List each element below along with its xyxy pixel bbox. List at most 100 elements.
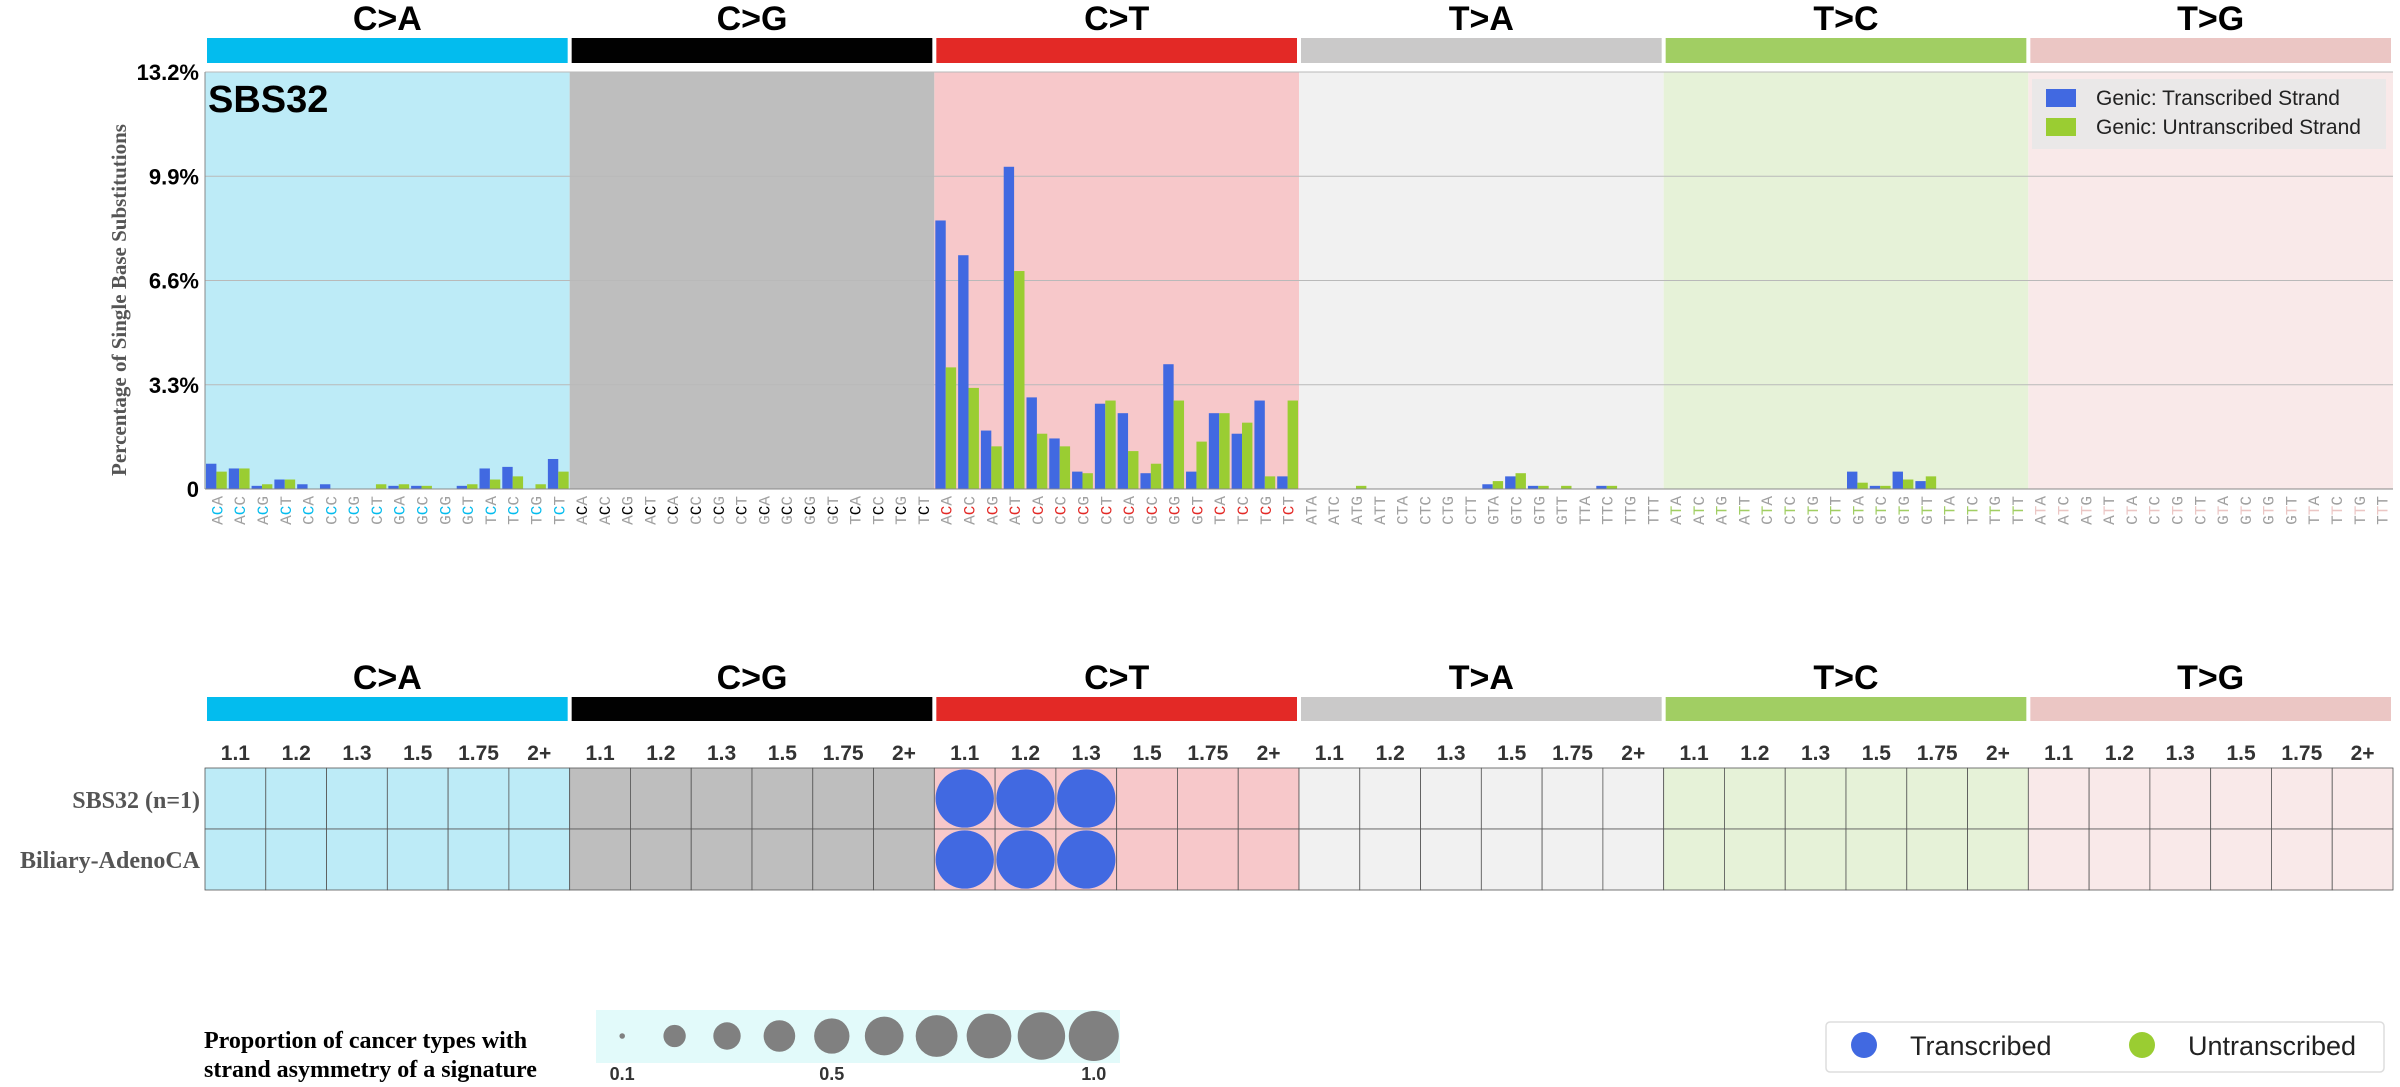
size-legend-circle-5 <box>864 1016 904 1056</box>
bar-transcribed-1 <box>228 468 240 489</box>
bar-untranscribed-13 <box>512 476 524 489</box>
bar-transcribed-37 <box>1049 438 1060 489</box>
bar-transcribed-46 <box>1254 400 1265 489</box>
context-label-33: ACC <box>962 496 980 525</box>
bar-untranscribed-40 <box>1128 451 1139 489</box>
table-cell <box>447 767 510 830</box>
context-label-60: TTA <box>1577 496 1595 525</box>
top-type-label-0: C>A <box>353 0 422 38</box>
context-label-71: CTT <box>1828 496 1846 525</box>
context-label-78: TTG <box>1987 496 2005 525</box>
table-cell <box>1480 828 1543 891</box>
top-mutation-type-headers: C>A C>G C>T T>A T>C T>G <box>207 0 2391 63</box>
row-label-biliary-adenoca: Biliary-AdenoCA <box>20 848 201 874</box>
size-legend-circle-4 <box>814 1018 850 1054</box>
table-cell <box>386 828 449 891</box>
bar-untranscribed-37 <box>1059 446 1071 489</box>
size-legend-ticks: 0.1 0.5 1.0 <box>610 1064 1107 1084</box>
fold-bin-label: 1.5 <box>403 742 433 765</box>
fold-bin-label: 1.75 <box>823 742 864 765</box>
size-legend-circle-1 <box>663 1024 686 1048</box>
context-label-10: GCG <box>437 496 455 525</box>
top-type-bar-5 <box>2030 38 2391 63</box>
bar-untranscribed-44 <box>1219 413 1230 489</box>
bar-untranscribed-3 <box>284 479 296 489</box>
context-label-48: ATA <box>1303 496 1321 525</box>
fold-bin-label: 1.75 <box>458 742 499 765</box>
bar-untranscribed-47 <box>1287 400 1298 489</box>
fold-bin-label: 2+ <box>892 742 916 765</box>
bar-untranscribed-35 <box>1014 271 1025 489</box>
bottom-type-bar-5 <box>2030 697 2391 721</box>
table-cell <box>690 828 753 891</box>
bar-transcribed-73 <box>1869 485 1881 489</box>
table-cell <box>1420 767 1482 830</box>
fold-bin-label: 1.3 <box>1801 742 1830 765</box>
context-label-77: TTC <box>1964 496 1982 525</box>
context-label-83: ATT <box>2101 496 2119 525</box>
context-label-32: ACA <box>939 496 957 525</box>
context-label-52: CTA <box>1395 496 1413 525</box>
context-label-57: GTC <box>1509 496 1527 525</box>
y-axis-ticks: 0 3.3% 6.6% 9.9% 13.2% <box>137 60 2393 502</box>
bar-untranscribed-15 <box>558 471 569 489</box>
bar-untranscribed-43 <box>1196 441 1207 489</box>
bar-transcribed-72 <box>1847 471 1858 489</box>
bar-legend-label-untranscribed: Genic: Untranscribed Strand <box>2096 116 2361 139</box>
y-gridlines <box>205 71 2393 386</box>
fold-bin-label: 1.5 <box>1497 742 1527 765</box>
size-legend-title-line2: strand asymmetry of a signature <box>204 1057 537 1083</box>
fold-bin-label: 1.1 <box>1315 742 1345 765</box>
context-label-27: GCT <box>825 496 843 525</box>
table-cell <box>1906 828 1968 891</box>
bar-untranscribed-61 <box>1606 485 1618 489</box>
context-label-23: CCT <box>734 496 752 525</box>
bar-transcribed-36 <box>1026 397 1037 489</box>
table-cell <box>2331 828 2394 891</box>
top-type-bar-1 <box>571 38 933 63</box>
bar-untranscribed-72 <box>1857 482 1868 489</box>
bottom-type-bar-3 <box>1301 697 1662 721</box>
bar-transcribed-39 <box>1094 403 1106 489</box>
context-label-16: ACA <box>574 496 592 525</box>
bar-untranscribed-75 <box>1925 476 1937 489</box>
fold-bin-label: 1.75 <box>1917 742 1958 765</box>
context-label-66: ATG <box>1714 496 1732 525</box>
fold-bin-label: 1.1 <box>950 742 980 765</box>
fold-bin-label: 1.5 <box>1132 742 1162 765</box>
table-cell <box>1177 767 1239 830</box>
bar-untranscribed-36 <box>1036 433 1048 489</box>
context-label-36: CCA <box>1030 496 1048 525</box>
context-label-4: CCA <box>301 496 319 525</box>
table-cell <box>690 767 753 830</box>
bottom-type-bar-0 <box>207 697 568 721</box>
table-cell <box>2210 828 2272 891</box>
table-cell <box>1177 828 1239 891</box>
x-axis-context-labels: ACAACCACGACTCCACCCCCGCCTGCAGCCGCGGCTTCAT… <box>209 496 2392 525</box>
context-label-46: TCG <box>1258 496 1276 525</box>
asymmetry-circle-3 <box>935 830 994 889</box>
table-cell <box>204 767 267 830</box>
bar-untranscribed-9 <box>421 485 432 489</box>
size-legend-tick-label: 0.5 <box>819 1064 844 1084</box>
table-cell <box>447 828 510 891</box>
context-label-9: GCC <box>415 496 433 525</box>
bar-transcribed-57 <box>1505 476 1516 489</box>
table-cell <box>2149 767 2212 830</box>
size-legend-circle-8 <box>1017 1012 1066 1060</box>
context-label-22: CCG <box>711 496 729 525</box>
table-cell <box>1298 767 1361 830</box>
context-label-59: GTT <box>1554 496 1572 525</box>
y-tick-label: 6.6% <box>149 269 199 294</box>
context-label-45: TCC <box>1235 496 1253 525</box>
bar-transcribed-3 <box>274 479 285 489</box>
bar-untranscribed-2 <box>261 484 273 489</box>
top-type-bar-3 <box>1301 38 1662 63</box>
context-label-90: GTG <box>2261 496 2279 525</box>
y-tick-label: 3.3% <box>149 373 199 398</box>
size-legend-title-line1: Proportion of cancer types with <box>204 1028 527 1054</box>
size-legend: Proportion of cancer types with strand a… <box>204 1010 1120 1084</box>
bar-transcribed-43 <box>1186 471 1197 489</box>
bar-untranscribed-57 <box>1515 473 1526 489</box>
bar-transcribed-75 <box>1915 481 1926 489</box>
